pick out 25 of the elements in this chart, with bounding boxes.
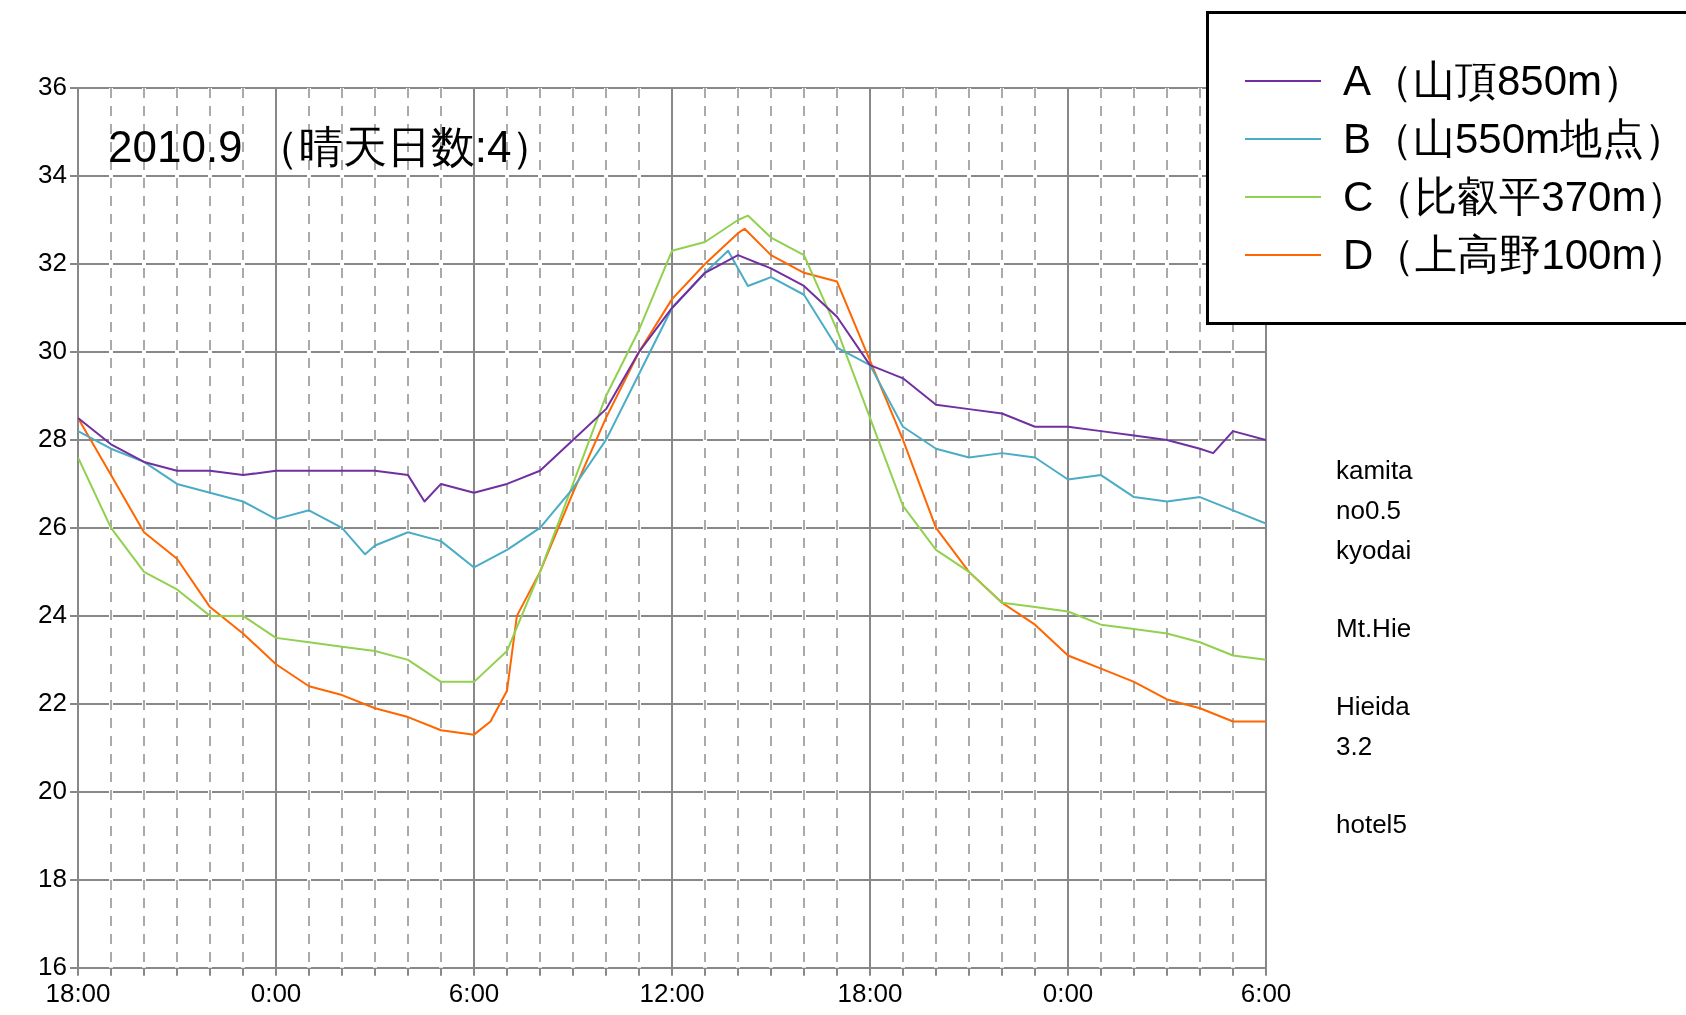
x-tick-label: 0:00 bbox=[1042, 977, 1094, 1008]
text: Hieida 3.2 bbox=[1336, 690, 1411, 763]
legend-label: C（比叡平370m） bbox=[1343, 172, 1686, 222]
text: 2010.9 （晴天日数:4） bbox=[108, 121, 556, 173]
y-tick-label: 18 bbox=[38, 862, 67, 893]
y-tick-label: 22 bbox=[38, 687, 67, 718]
x-tick-label: 6:00 bbox=[1240, 977, 1292, 1008]
y-tick-label: 20 bbox=[38, 775, 67, 806]
text: kamita no0.5 kyodai bbox=[1336, 454, 1414, 567]
x-tick-label: 12:00 bbox=[639, 977, 705, 1008]
x-tick-label: 0:00 bbox=[250, 977, 302, 1008]
y-tick-label: 36 bbox=[38, 71, 67, 102]
legend-label: B（山550m地点） bbox=[1343, 114, 1686, 164]
y-tick-label: 26 bbox=[38, 511, 67, 542]
text: Mt.Hie bbox=[1336, 612, 1413, 645]
y-tick-label: 32 bbox=[38, 247, 67, 278]
x-tick-label: 6:00 bbox=[448, 977, 500, 1008]
y-tick-label: 30 bbox=[38, 335, 67, 366]
y-tick-label: 34 bbox=[38, 159, 67, 190]
legend-label: D（上高野100m） bbox=[1343, 230, 1686, 280]
text: hotel5 bbox=[1336, 808, 1408, 841]
y-tick-label: 24 bbox=[38, 599, 67, 630]
x-tick-label: 18:00 bbox=[837, 977, 903, 1008]
y-tick-label: 28 bbox=[38, 423, 67, 454]
legend-label: A（山頂850m） bbox=[1343, 56, 1645, 106]
